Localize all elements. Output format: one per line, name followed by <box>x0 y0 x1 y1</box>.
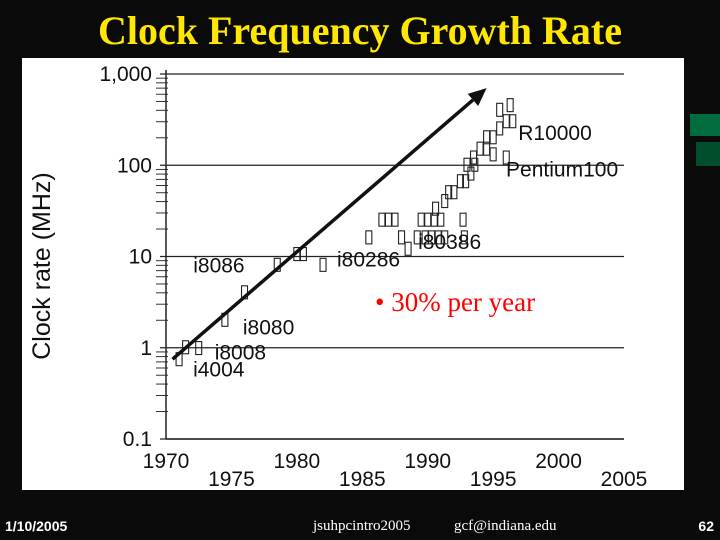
data-point <box>378 212 386 227</box>
x-tick-label: 1980 <box>273 450 320 473</box>
data-point <box>441 230 449 245</box>
data-point <box>424 212 432 227</box>
data-point <box>319 257 327 272</box>
data-point <box>417 212 425 227</box>
data-point <box>437 212 445 227</box>
trend-line <box>171 98 475 361</box>
data-point <box>496 121 504 136</box>
data-point <box>459 212 467 227</box>
data-point <box>456 174 464 189</box>
data-point <box>365 230 373 245</box>
x-tick-label: 2000 <box>535 450 582 473</box>
data-point <box>384 212 393 227</box>
slide-title: Clock Frequency Growth Rate <box>97 8 623 53</box>
data-point <box>460 230 468 245</box>
data-point <box>413 230 421 245</box>
processor-label-i80286: i80286 <box>337 248 400 271</box>
data-point <box>462 174 470 189</box>
data-point <box>195 341 203 356</box>
processor-label-i8008: i8008 <box>215 342 266 365</box>
processor-label-i80386: i80386 <box>418 231 481 254</box>
data-point <box>441 194 449 209</box>
trend-arrowhead <box>467 88 487 106</box>
processor-label-r10000: R10000 <box>518 122 592 145</box>
data-point <box>467 166 475 181</box>
footer-source: jsuhpcintro2005 <box>313 518 411 534</box>
processor-label-i8080: i8080 <box>243 317 294 340</box>
processor-label-pentium100: Pentium100 <box>506 158 618 181</box>
x-tick-label: 2005 <box>601 468 648 490</box>
x-tick-label: 1995 <box>470 468 517 490</box>
x-tick-labels: 1970 1975 1980 1985 1990 1995 2000 2005 <box>143 450 648 490</box>
x-tick-label: 1975 <box>208 468 255 490</box>
y-tick-labels: 1,000 100 10 1 0.1 <box>99 63 152 451</box>
data-point <box>509 114 517 129</box>
footer-email: gcf@indiana.edu <box>454 518 557 534</box>
data-point <box>404 241 412 256</box>
data-point <box>502 150 510 165</box>
growth-rate-annotation: • 30% per year <box>375 287 535 317</box>
y-tick-label: 10 <box>129 246 152 269</box>
accent-bar-top <box>690 114 720 136</box>
data-point <box>502 114 510 129</box>
axes <box>165 70 624 440</box>
data-point <box>469 150 478 165</box>
data-point <box>463 157 471 172</box>
data-point <box>391 212 399 227</box>
data-point <box>476 141 484 156</box>
y-axis-label: Clock rate (MHz) <box>28 172 56 360</box>
data-point <box>450 185 458 200</box>
data-point <box>432 201 440 216</box>
y-tick-label: 100 <box>117 154 152 177</box>
processor-label-i4004: i4004 <box>193 359 245 382</box>
y-tick-label: 0.1 <box>123 428 152 451</box>
y-tick-label: 1 <box>140 337 152 360</box>
data-point <box>489 147 497 162</box>
processor-label-i8086: i8086 <box>193 254 244 277</box>
accent-bars <box>690 114 720 166</box>
data-point <box>506 98 514 113</box>
footer-date: 1/10/2005 <box>5 518 68 534</box>
data-point <box>489 130 497 145</box>
x-tick-label: 1970 <box>143 450 190 473</box>
y-tick-label: 1,000 <box>99 63 152 86</box>
clock-rate-chart: 1,000 100 10 1 0.1 1970 1975 1980 1985 1990 1995 2… <box>28 63 648 490</box>
data-point <box>445 185 453 200</box>
x-tick-label: 1985 <box>339 468 386 490</box>
accent-bar-bottom <box>696 142 720 166</box>
x-tick-label: 1990 <box>404 450 451 473</box>
data-point <box>471 157 479 172</box>
chart-area: 1,000 100 10 1 0.1 1970 1975 1980 1985 1990 1995 2… <box>22 58 684 490</box>
page-number: 62 <box>698 518 714 534</box>
data-point <box>397 230 406 245</box>
data-point <box>496 102 504 117</box>
